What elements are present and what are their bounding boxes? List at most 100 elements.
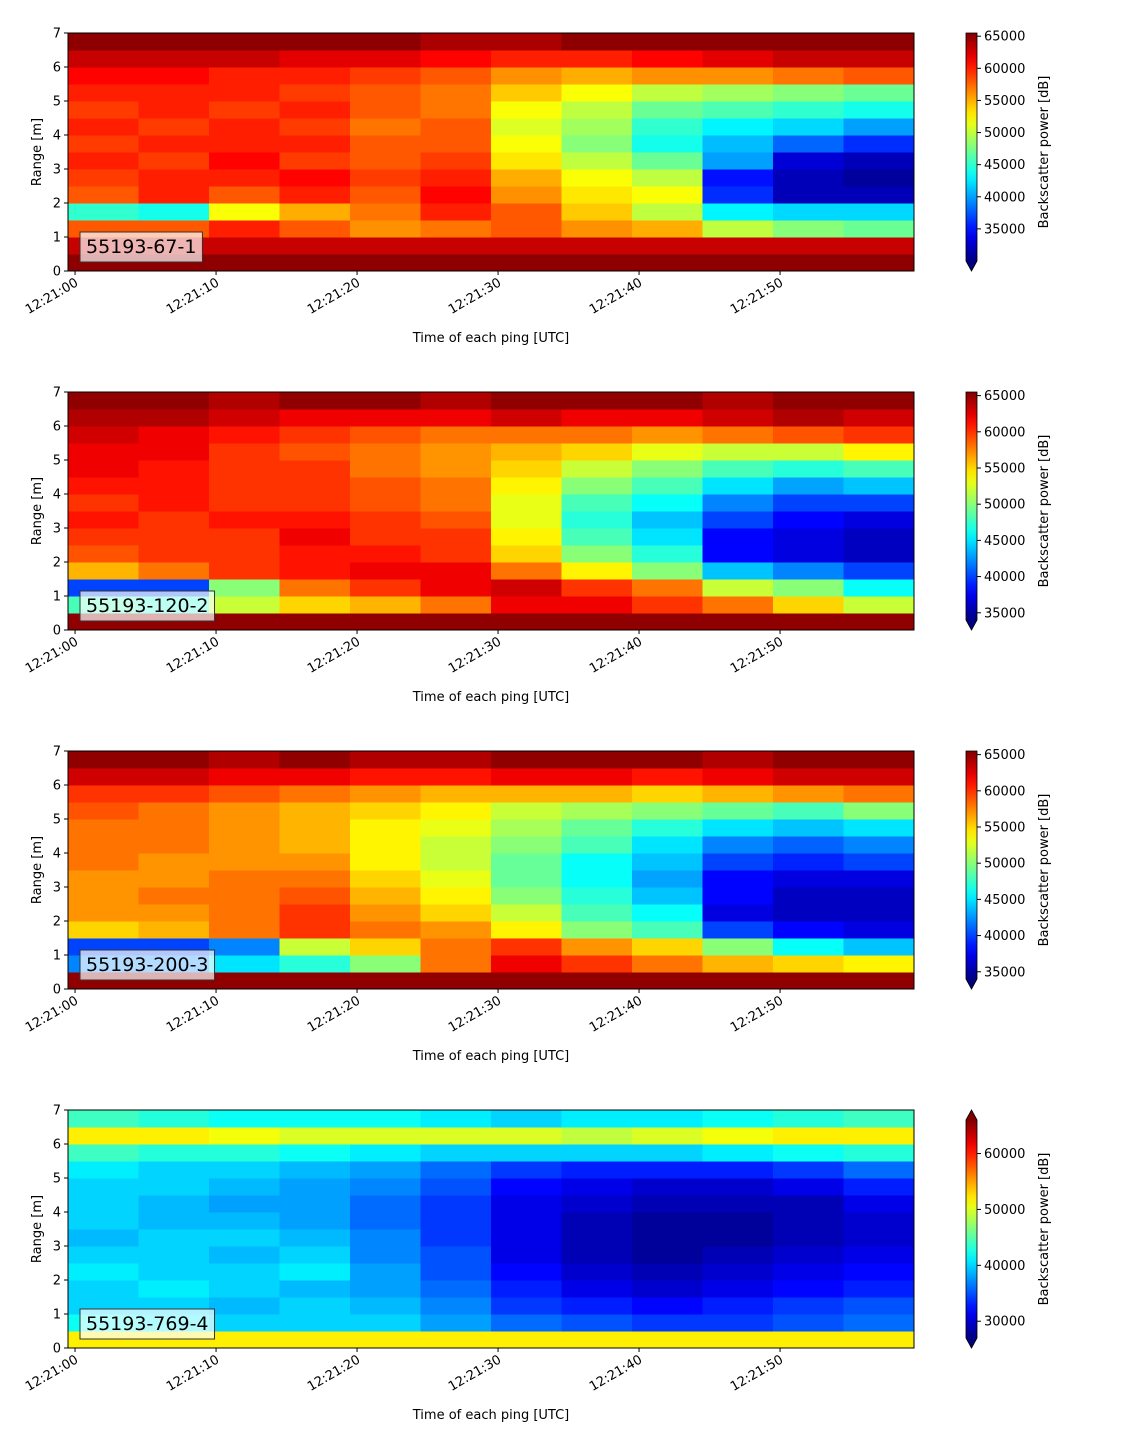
heatmap-cell bbox=[561, 460, 633, 478]
heatmap-cell bbox=[773, 751, 844, 769]
heatmap-cell bbox=[702, 887, 774, 905]
heatmap-cell bbox=[209, 972, 280, 990]
heatmap-cell bbox=[209, 1246, 280, 1264]
heatmap-cell bbox=[843, 169, 915, 187]
heatmap-cell bbox=[420, 101, 492, 119]
colorbar-label: Backscatter power [dB] bbox=[1037, 794, 1052, 947]
heatmap-cell bbox=[138, 118, 210, 136]
x-tick-label: 12:21:40 bbox=[587, 275, 645, 317]
heatmap-cell bbox=[632, 938, 703, 956]
heatmap-cell bbox=[632, 203, 703, 221]
heatmap-cell bbox=[491, 84, 562, 102]
heatmap-cell bbox=[491, 186, 562, 204]
heatmap-cell bbox=[350, 751, 421, 769]
heatmap-cell bbox=[420, 254, 492, 272]
heatmap-cell bbox=[632, 186, 703, 204]
x-tick-label: 12:21:20 bbox=[305, 634, 363, 676]
heatmap-cell bbox=[843, 921, 915, 939]
heatmap-cell bbox=[702, 1195, 774, 1213]
heatmap-cell bbox=[773, 768, 844, 786]
y-tick-label: 0 bbox=[53, 265, 61, 280]
heatmap-cell bbox=[491, 921, 562, 939]
heatmap-cell bbox=[702, 118, 774, 136]
heatmap-cell bbox=[843, 802, 915, 820]
heatmap-cell bbox=[350, 1246, 421, 1264]
heatmap-cell bbox=[632, 50, 703, 68]
heatmap-cell bbox=[138, 768, 210, 786]
heatmap-cell bbox=[561, 528, 633, 546]
heatmap-cell bbox=[632, 1229, 703, 1247]
heatmap-cell bbox=[420, 1229, 492, 1247]
y-tick-label: 5 bbox=[53, 454, 61, 469]
heatmap-cell bbox=[561, 751, 633, 769]
heatmap-cell bbox=[491, 1161, 562, 1179]
heatmap-cell bbox=[632, 802, 703, 820]
heatmap-cell bbox=[209, 203, 280, 221]
heatmap-cell bbox=[773, 84, 844, 102]
heatmap-cell bbox=[138, 494, 210, 512]
heatmap-cell bbox=[420, 972, 492, 990]
heatmap-cell bbox=[773, 921, 844, 939]
heatmap-cell bbox=[702, 1280, 774, 1298]
heatmap-cell bbox=[632, 1263, 703, 1281]
y-tick-label: 3 bbox=[53, 1240, 61, 1255]
heatmap-cell bbox=[68, 1280, 139, 1298]
plot-frame bbox=[67, 391, 915, 631]
heatmap-cell bbox=[279, 135, 351, 153]
heatmap-cell bbox=[279, 1246, 351, 1264]
heatmap-cell bbox=[279, 785, 351, 803]
heatmap-cell bbox=[561, 904, 633, 922]
heatmap-cell bbox=[773, 135, 844, 153]
heatmap-cell bbox=[68, 768, 139, 786]
heatmap-cell bbox=[773, 101, 844, 119]
colorbar-tick-label: 50000 bbox=[984, 857, 1025, 872]
heatmap-cell bbox=[350, 1297, 421, 1315]
y-tick-label: 7 bbox=[53, 386, 61, 401]
heatmap-cell bbox=[561, 186, 633, 204]
heatmap-cell bbox=[279, 392, 351, 410]
heatmap-cell bbox=[632, 84, 703, 102]
x-tick-label: 12:21:30 bbox=[446, 993, 504, 1035]
heatmap-cell bbox=[491, 67, 562, 85]
heatmap-cell bbox=[279, 1314, 351, 1332]
y-tick-label: 2 bbox=[53, 556, 61, 571]
x-tick-label: 12:21:50 bbox=[728, 634, 786, 676]
heatmap-cell bbox=[350, 1195, 421, 1213]
heatmap-cell bbox=[702, 50, 774, 68]
heatmap-cell bbox=[420, 1127, 492, 1145]
heatmap-cell bbox=[843, 67, 915, 85]
heatmap-cell bbox=[68, 392, 139, 410]
heatmap-cell bbox=[420, 1110, 492, 1128]
heatmap-cell bbox=[843, 84, 915, 102]
heatmap-cell bbox=[279, 613, 351, 631]
colorbar-tick-label: 50000 bbox=[984, 498, 1025, 513]
heatmap-cell bbox=[632, 220, 703, 238]
heatmap-cell bbox=[138, 186, 210, 204]
heatmap-cell bbox=[632, 1178, 703, 1196]
heatmap-cell bbox=[632, 118, 703, 136]
heatmap-cell bbox=[138, 870, 210, 888]
colorbar bbox=[966, 392, 977, 620]
heatmap-cell bbox=[491, 1263, 562, 1281]
heatmap-cell bbox=[420, 802, 492, 820]
heatmap-cell bbox=[773, 1229, 844, 1247]
heatmap-cell bbox=[279, 921, 351, 939]
y-axis-label: Range [m] bbox=[30, 477, 45, 545]
y-tick-label: 1 bbox=[53, 590, 61, 605]
heatmap-cell bbox=[491, 237, 562, 255]
heatmap-cell bbox=[209, 1229, 280, 1247]
heatmap-cell bbox=[420, 751, 492, 769]
heatmap-cell bbox=[350, 853, 421, 871]
heatmap-cell bbox=[138, 101, 210, 119]
heatmap-cell bbox=[561, 545, 633, 563]
heatmap-cell bbox=[68, 1110, 139, 1128]
y-axis-label: Range [m] bbox=[30, 836, 45, 904]
heatmap-cell bbox=[68, 409, 139, 427]
heatmap-cell bbox=[632, 254, 703, 272]
heatmap-cell bbox=[632, 545, 703, 563]
heatmap-cell bbox=[843, 1178, 915, 1196]
heatmap-cell bbox=[702, 528, 774, 546]
heatmap-cell bbox=[632, 768, 703, 786]
heatmap-cell bbox=[491, 135, 562, 153]
heatmap-cell bbox=[632, 1144, 703, 1162]
